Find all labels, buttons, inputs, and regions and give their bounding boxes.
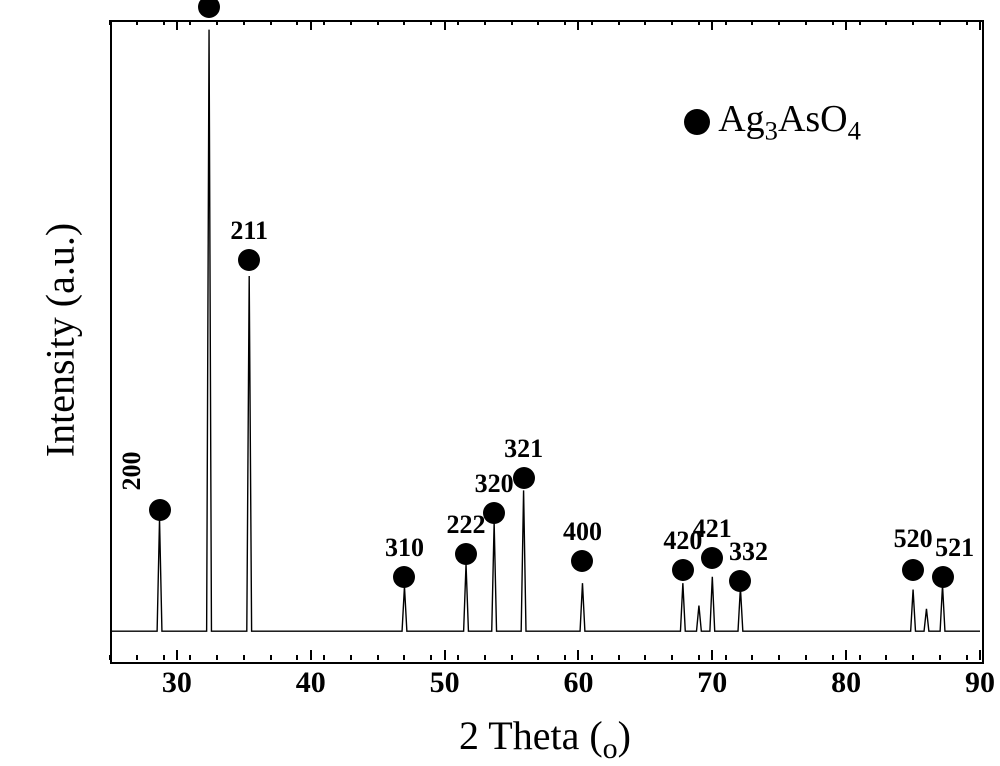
peak-marker-icon xyxy=(932,566,954,588)
peak-label: 521 xyxy=(935,533,974,563)
peak-label: 211 xyxy=(230,216,268,246)
xtick-label: 60 xyxy=(563,666,593,700)
peak-marker-icon xyxy=(701,547,723,569)
peak-label: 332 xyxy=(729,537,768,567)
peak-marker-icon xyxy=(238,249,260,271)
peak-label: 321 xyxy=(504,434,543,464)
peak-marker-icon xyxy=(393,566,415,588)
legend-text: Ag3AsO4 xyxy=(718,97,861,147)
peak-marker-icon xyxy=(902,559,924,581)
xtick-label: 70 xyxy=(697,666,727,700)
legend: Ag3AsO4 xyxy=(684,97,861,147)
xtick-label: 80 xyxy=(831,666,861,700)
peak-marker-icon xyxy=(149,499,171,521)
peak-marker-icon xyxy=(672,559,694,581)
xtick-label: 90 xyxy=(965,666,995,700)
peak-marker-icon xyxy=(729,570,751,592)
x-axis-label: 2 Theta (o) xyxy=(459,712,631,766)
peak-label: 222 xyxy=(447,510,486,540)
peak-label: 421 xyxy=(693,514,732,544)
peak-marker-icon xyxy=(483,502,505,524)
peak-label: 400 xyxy=(563,517,602,547)
peak-marker-icon xyxy=(513,467,535,489)
peak-label: 310 xyxy=(385,533,424,563)
legend-marker-icon xyxy=(684,109,710,135)
xtick-label: 40 xyxy=(296,666,326,700)
y-axis-label: Intensity (a.u.) xyxy=(37,223,84,457)
peak-label: 320 xyxy=(475,469,514,499)
peak-marker-icon xyxy=(198,0,220,18)
peak-marker-icon xyxy=(571,550,593,572)
xtick-label: 50 xyxy=(430,666,460,700)
peak-label: 520 xyxy=(894,524,933,554)
peak-marker-icon xyxy=(455,543,477,565)
peak-label: 200 xyxy=(117,452,147,491)
xrd-chart: Intensity (a.u.) 2 Theta (o) 30405060708… xyxy=(0,0,1000,757)
xtick-label: 30 xyxy=(162,666,192,700)
